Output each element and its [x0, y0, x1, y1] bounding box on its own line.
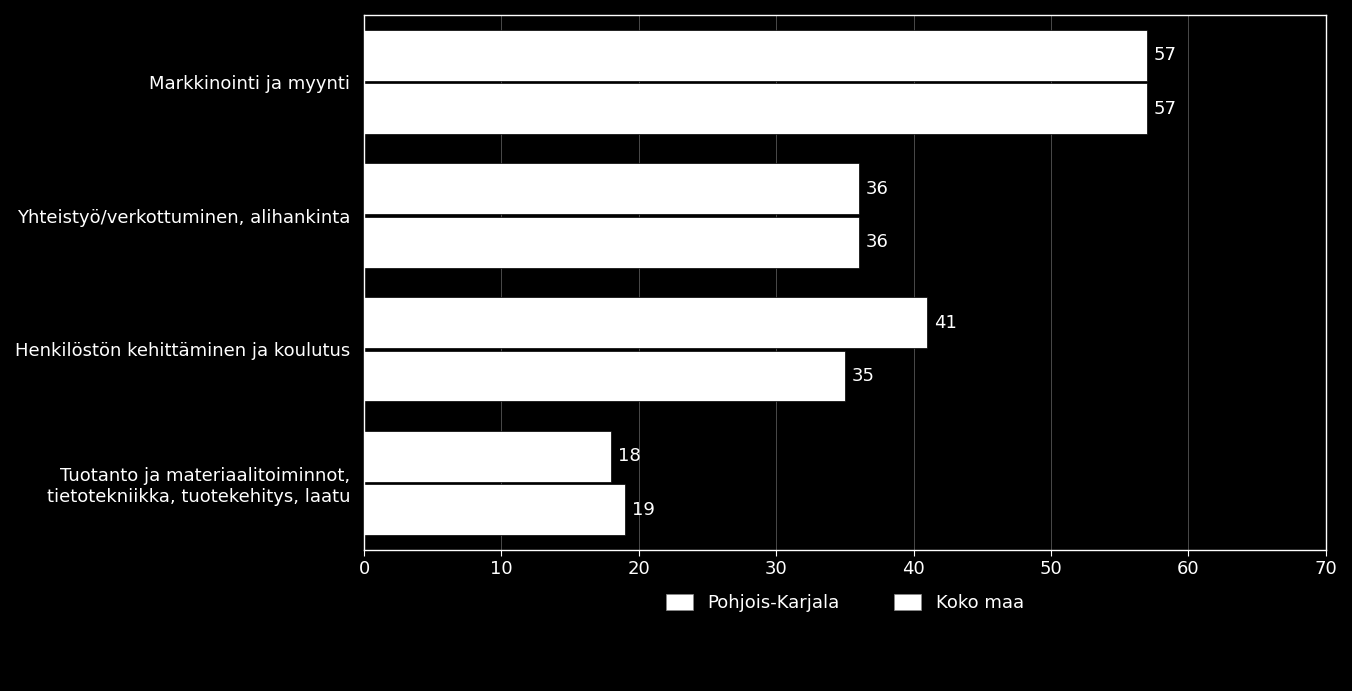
Text: 35: 35 — [852, 367, 875, 385]
Bar — [364, 83, 1146, 134]
Text: 36: 36 — [865, 234, 888, 252]
Bar — [364, 350, 845, 401]
Bar — [364, 164, 859, 214]
Bar — [364, 297, 927, 348]
Bar — [364, 484, 625, 536]
Bar — [364, 30, 1146, 81]
Legend: Pohjois-Karjala, Koko maa: Pohjois-Karjala, Koko maa — [657, 585, 1033, 621]
Text: 18: 18 — [618, 447, 641, 465]
Text: 36: 36 — [865, 180, 888, 198]
Bar — [364, 217, 859, 267]
Bar — [364, 431, 611, 482]
Text: 57: 57 — [1153, 100, 1178, 117]
Text: 57: 57 — [1153, 46, 1178, 64]
Text: 41: 41 — [934, 314, 957, 332]
Text: 19: 19 — [631, 501, 654, 519]
